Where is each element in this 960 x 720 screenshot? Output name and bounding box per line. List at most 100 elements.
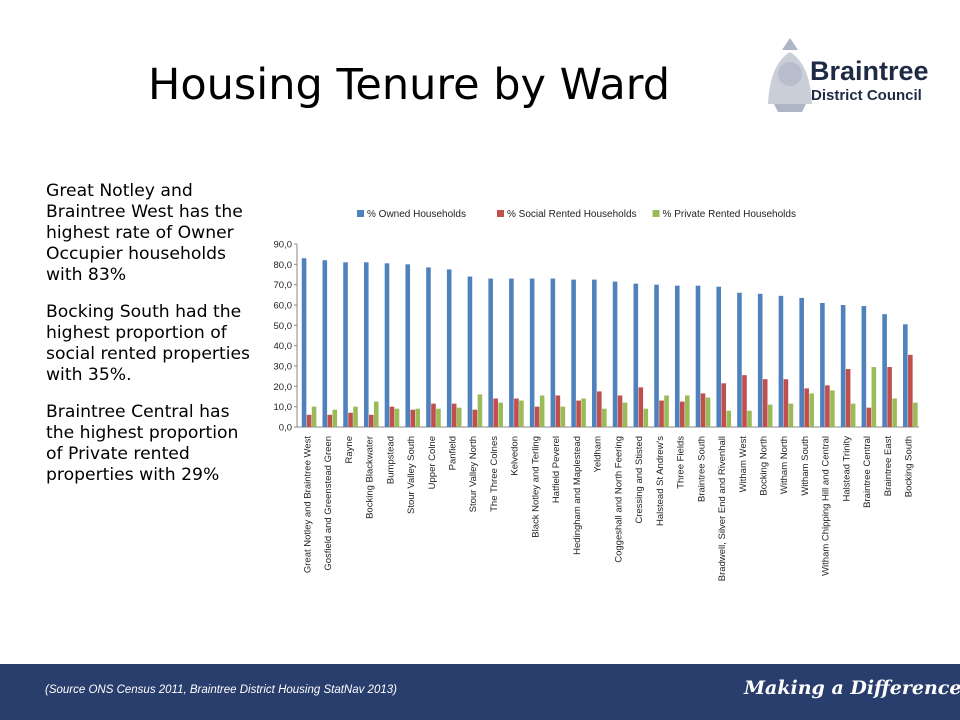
bar: [664, 395, 669, 427]
y-tick-label: 60,0: [274, 301, 293, 312]
tagline: Making a Difference: [744, 677, 960, 699]
legend-swatch: [357, 210, 364, 217]
x-tick-label: Hatfield Peverel: [551, 436, 562, 503]
x-tick-label: Panfield: [448, 436, 459, 470]
bar: [555, 395, 561, 427]
x-tick-label: Witham Chipping Hill and Central: [821, 436, 832, 576]
y-tick-label: 80,0: [274, 260, 293, 271]
x-tick-label: Braintree East: [883, 436, 894, 497]
bar: [451, 403, 457, 427]
bar: [737, 292, 742, 427]
bar: [519, 400, 524, 427]
bar: [679, 401, 685, 427]
tenure-bar-chart: % Owned Households % Social Rented Househ…: [274, 209, 919, 581]
bar: [306, 414, 312, 427]
bar: [550, 278, 556, 427]
logo-subtitle: District Council: [811, 87, 922, 104]
y-tick-label: 70,0: [274, 280, 293, 291]
bar: [799, 297, 804, 427]
bar: [353, 406, 358, 427]
legend-label: % Private Rented Households: [663, 209, 796, 220]
bar: [654, 284, 659, 427]
bar: [529, 278, 535, 427]
bar: [762, 379, 768, 427]
summary-point-social: Bocking South had the highest proportion…: [46, 302, 251, 385]
legend-swatch: [652, 210, 660, 217]
bar: [581, 398, 586, 427]
bar: [767, 404, 773, 427]
y-tick-label: 10,0: [274, 402, 293, 413]
bar: [643, 408, 649, 427]
bar: [534, 406, 540, 427]
bar: [850, 403, 856, 427]
bar: [820, 302, 825, 427]
bar: [498, 402, 503, 427]
bar: [825, 385, 830, 427]
bar: [410, 409, 416, 427]
bar: [426, 267, 431, 427]
bar: [436, 408, 441, 427]
x-tick-label: Bocking Blackwater: [365, 436, 376, 519]
bar: [509, 278, 514, 427]
x-tick-label: Halstead Trinity: [841, 436, 852, 502]
x-tick-label: Witham South: [800, 436, 811, 496]
x-tick-label: Kelvedon: [510, 436, 521, 476]
x-tick-label: Great Notley and Braintree West: [302, 436, 313, 573]
x-tick-label: Braintree Central: [862, 436, 873, 508]
bar: [456, 407, 462, 427]
x-tick-label: The Three Colnes: [489, 436, 500, 512]
x-tick-label: Gosfield and Greenstead Green: [323, 436, 334, 571]
summary-text: Great Notley and Braintree West has the …: [46, 181, 258, 502]
bar: [804, 388, 809, 427]
bar: [363, 262, 369, 427]
bar: [778, 295, 784, 427]
bar: [560, 406, 566, 427]
bar: [871, 367, 877, 427]
source-note: (Source ONS Census 2011, Braintree Distr…: [45, 684, 397, 696]
bar: [861, 306, 867, 427]
y-tick-label: 90,0: [274, 240, 293, 251]
bar: [348, 412, 353, 427]
legend-label: % Owned Households: [367, 209, 466, 220]
bar: [633, 283, 639, 427]
y-tick-label: 40,0: [274, 341, 293, 352]
bar: [602, 408, 607, 427]
bar: [539, 395, 545, 427]
bar: [716, 286, 722, 427]
bar: [783, 379, 789, 427]
bar: [840, 305, 846, 427]
bar: [617, 395, 623, 427]
y-tick-label: 50,0: [274, 321, 293, 332]
x-tick-label: Witham North: [779, 436, 790, 494]
y-tick-label: 0,0: [279, 423, 292, 434]
legend-label: % Social Rented Households: [507, 209, 637, 220]
bar: [467, 276, 473, 427]
x-tick-label: Bumpstead: [385, 436, 396, 484]
bar: [493, 398, 498, 427]
bar: [571, 279, 576, 427]
bar: [327, 414, 333, 427]
bar: [659, 400, 664, 427]
x-tick-label: Rayne: [344, 436, 355, 463]
x-tick-label: Halstead St Andrew's: [655, 436, 666, 526]
y-tick-label: 20,0: [274, 382, 293, 393]
bar: [830, 390, 835, 427]
x-tick-label: Bradwell, Silver End and Rivenhall: [717, 436, 728, 581]
x-tick-label: Hedingham and Maplestead: [572, 436, 583, 555]
bar: [431, 403, 436, 427]
x-tick-label: Stour Valley South: [406, 436, 417, 514]
bar: [742, 375, 747, 427]
bar: [726, 410, 732, 427]
bar: [405, 264, 411, 427]
bar: [322, 260, 328, 427]
bar: [332, 409, 338, 427]
logo-wordmark: Braintree: [810, 56, 929, 86]
bar: [488, 278, 493, 427]
bar: [913, 402, 918, 427]
bar: [882, 314, 887, 427]
bar: [394, 408, 400, 427]
legend-swatch: [497, 210, 504, 217]
x-tick-label: Coggeshall and North Feering: [613, 436, 624, 563]
slide-title: Housing Tenure by Ward: [148, 60, 670, 110]
bar: [592, 279, 597, 427]
